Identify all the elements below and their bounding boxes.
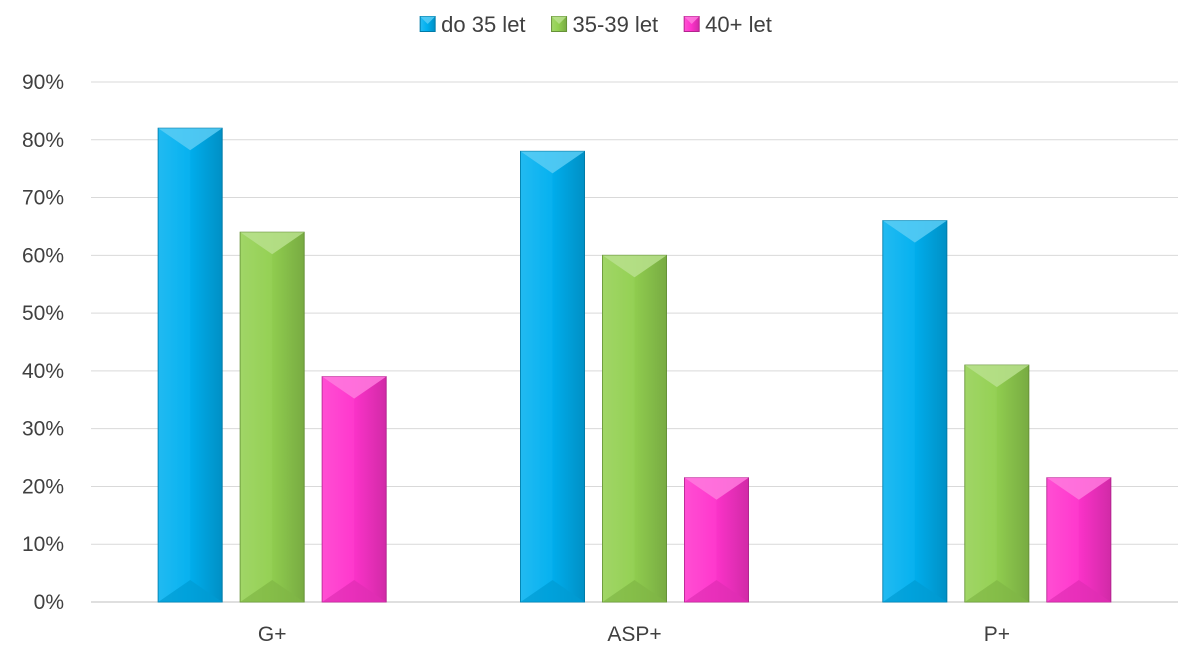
y-tick-label: 90% (22, 71, 64, 94)
bar (321, 376, 387, 603)
y-tick-label: 30% (22, 418, 64, 441)
chart-legend: do 35 let 35-39 let 40+ let (419, 12, 772, 37)
y-axis-tick-labels: 0% 10% 20% 30% 40% 50% 60% 70% 80% 90% (22, 71, 64, 614)
y-tick-label: 20% (22, 475, 64, 498)
legend-label: 35-39 let (573, 12, 659, 37)
y-tick-label: 70% (22, 187, 64, 210)
x-category-label: P+ (984, 623, 1010, 646)
x-category-label: ASP+ (607, 623, 661, 646)
legend-label: 40+ let (705, 12, 772, 37)
y-tick-label: 0% (34, 591, 64, 614)
legend-item: 35-39 let (551, 12, 659, 37)
chart-bars (157, 127, 1112, 603)
bar (1046, 477, 1112, 603)
bar (520, 150, 585, 603)
bar (882, 220, 948, 603)
legend-item: 40+ let (683, 12, 772, 37)
x-axis-category-labels: G+ ASP+ P+ (258, 623, 1010, 646)
legend-item: do 35 let (419, 12, 526, 37)
y-tick-label: 10% (22, 533, 64, 556)
y-tick-label: 50% (22, 302, 64, 325)
bar (964, 364, 1030, 603)
legend-label: do 35 let (441, 12, 525, 37)
y-tick-label: 80% (22, 129, 64, 152)
bar (684, 477, 749, 603)
y-tick-label: 40% (22, 360, 64, 383)
y-tick-label: 60% (22, 244, 64, 267)
bar (239, 231, 305, 603)
bar (157, 127, 223, 603)
bar (602, 254, 667, 603)
x-category-label: G+ (258, 623, 287, 646)
